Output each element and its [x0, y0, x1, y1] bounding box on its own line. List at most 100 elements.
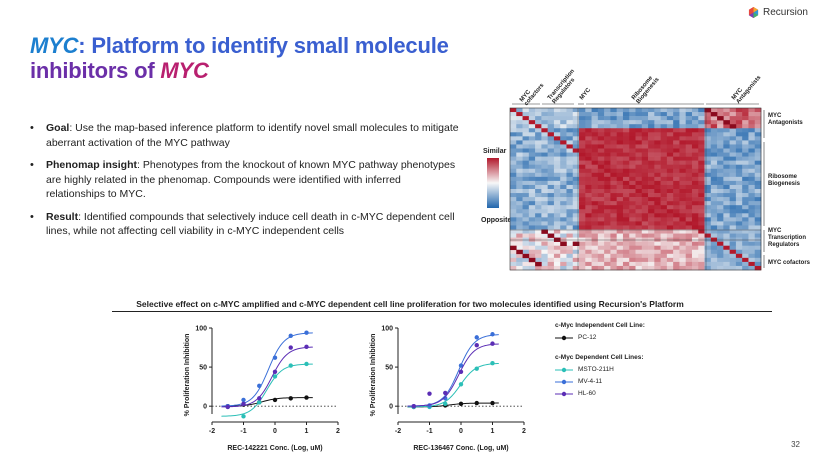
legend-item-hl60: HL-60	[555, 390, 695, 397]
heatmap-cell	[641, 237, 649, 242]
heatmap-cell	[742, 140, 749, 145]
heatmap-cell	[742, 172, 749, 178]
heatmap-cell	[654, 237, 661, 242]
heatmap-cells	[510, 108, 762, 271]
heatmap-cell	[717, 213, 724, 218]
x-tick-label: 1	[305, 428, 309, 435]
heatmap-cell	[528, 209, 536, 214]
heatmap-cell	[666, 189, 674, 194]
heatmap-cell	[673, 144, 680, 149]
heatmap-cell	[673, 241, 680, 246]
heatmap-cell	[572, 261, 580, 267]
top-label-myc-antagonists: MYCAntagonists	[731, 70, 763, 105]
heatmap-cell	[704, 120, 712, 125]
heatmap-cell	[579, 108, 586, 113]
heatmap-cell	[635, 144, 643, 149]
heatmap-cell	[597, 108, 605, 113]
heatmap-cell	[754, 217, 762, 222]
heatmap-cell	[535, 164, 542, 170]
heatmap-cell	[604, 205, 611, 210]
heatmap-cell	[679, 168, 687, 174]
heatmap-cell	[622, 257, 630, 263]
heatmap-cell	[616, 128, 624, 133]
heatmap-cell	[616, 213, 624, 218]
heatmap-cell	[622, 112, 630, 117]
heatmap-cell	[698, 120, 705, 125]
y-tick-label: 50	[199, 365, 207, 372]
heatmap-cell	[547, 229, 555, 234]
heatmap-cell	[660, 197, 668, 202]
heatmap-cell	[717, 148, 724, 153]
heatmap-cell	[510, 120, 517, 125]
heatmap-cell	[648, 217, 655, 222]
heatmap-cell	[735, 144, 743, 149]
heatmap-cell	[754, 261, 762, 267]
heatmap-cell	[528, 221, 536, 226]
heatmap-cell	[616, 112, 624, 117]
heatmap-cell	[754, 257, 762, 263]
heatmap-cell	[635, 180, 643, 186]
heatmap-cell	[591, 148, 599, 153]
heatmap-cell	[710, 120, 718, 125]
heatmap-cell	[698, 221, 705, 226]
heatmap-cell	[622, 193, 630, 198]
heatmap-cell	[698, 189, 705, 194]
heatmap-cell	[522, 193, 530, 198]
heatmap-cell	[729, 201, 737, 206]
bullet-text: : Use the map-based inference platform t…	[46, 122, 459, 149]
heatmap-cell	[604, 128, 611, 133]
heatmap-cell	[754, 144, 762, 149]
heatmap-cell	[572, 225, 580, 230]
heatmap-cell	[547, 184, 555, 190]
heatmap-cell	[579, 152, 586, 157]
heatmap-cell	[654, 148, 661, 153]
heatmap-cell	[604, 152, 611, 157]
heatmap-cell	[754, 253, 762, 259]
heatmap-cell	[585, 217, 592, 222]
heatmap-cell	[673, 189, 680, 194]
heatmap-cell	[510, 257, 517, 263]
heatmap-cell	[572, 112, 580, 117]
heatmap-cell	[516, 261, 523, 267]
heatmap-cell	[510, 108, 517, 113]
heatmap-cell	[735, 112, 743, 117]
heatmap-cell	[528, 140, 536, 145]
heatmap-cell	[516, 164, 523, 170]
heatmap-cell	[673, 124, 680, 129]
heatmap-cell	[704, 221, 712, 226]
heatmap-cell	[698, 164, 705, 170]
heatmap-cell	[585, 160, 592, 165]
heatmap-cell	[597, 128, 605, 133]
heatmap-cell	[691, 108, 699, 113]
heatmap-cell	[547, 205, 555, 210]
heatmap-cell	[547, 217, 555, 222]
x-tick-label: -2	[209, 428, 215, 435]
heatmap-cell	[754, 265, 762, 271]
heatmap-cell	[510, 225, 517, 230]
heatmap-cell	[604, 213, 611, 218]
heatmap-cell	[673, 152, 680, 157]
heatmap-cell	[654, 241, 661, 246]
heatmap-cell	[522, 257, 530, 263]
heatmap-cell	[723, 217, 730, 222]
heatmap-cell	[685, 233, 693, 238]
heatmap-cell	[585, 148, 592, 153]
heatmap-cell	[553, 253, 561, 259]
heatmap-cell	[579, 180, 586, 186]
data-point-mv-4-11	[241, 397, 246, 403]
heatmap-cell	[698, 205, 705, 210]
heatmap-cell	[579, 184, 586, 190]
heatmap-cell	[604, 144, 611, 149]
heatmap-cell	[616, 205, 624, 210]
heatmap-cell	[610, 189, 617, 194]
heatmap-cell	[572, 241, 580, 246]
heatmap-cell	[698, 172, 705, 178]
heatmap-cell	[648, 221, 655, 226]
heatmap-cell	[635, 152, 643, 157]
heatmap-cell	[754, 221, 762, 226]
heatmap-cell	[723, 180, 730, 186]
heatmap-cell	[710, 201, 718, 206]
heatmap-cell	[591, 116, 599, 121]
heatmap-cell	[729, 108, 737, 113]
series-line-mv-4-11	[221, 332, 313, 407]
